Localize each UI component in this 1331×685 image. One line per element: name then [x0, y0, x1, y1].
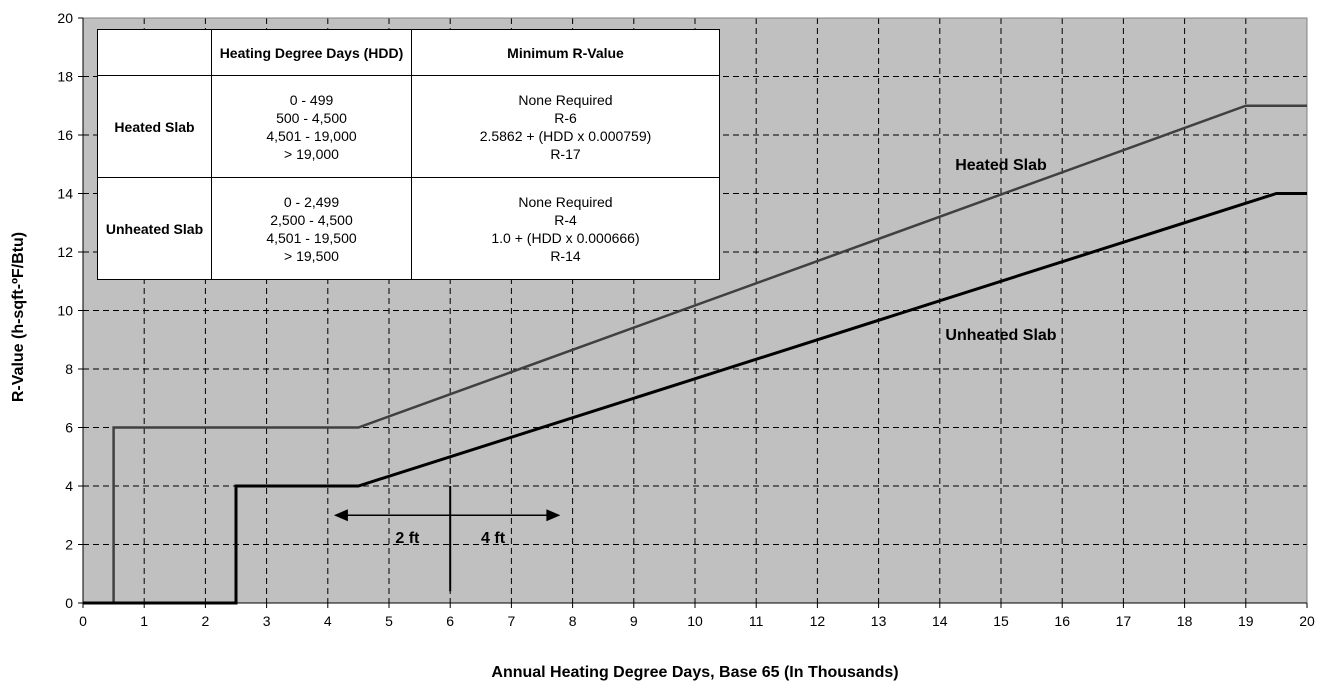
- row-label-heated: Heated Slab: [97, 75, 212, 178]
- hdd-cell: 0 - 499 500 - 4,500 4,501 - 19,000 > 19,…: [211, 75, 412, 178]
- requirements-table: Heating Degree Days (HDD) Minimum R-Valu…: [97, 29, 720, 280]
- y-tick-label: 0: [65, 595, 73, 611]
- y-tick-label: 16: [57, 127, 73, 143]
- x-tick-label: 10: [687, 613, 703, 629]
- table-row: Unheated Slab 0 - 2,499 2,500 - 4,500 4,…: [97, 177, 720, 280]
- hdd-range: 0 - 2,499: [283, 193, 340, 210]
- y-tick-label: 4: [65, 478, 73, 494]
- table-header-blank: [97, 29, 212, 76]
- x-tick-label: 5: [385, 613, 393, 629]
- x-tick-label: 3: [263, 613, 271, 629]
- x-tick-label: 19: [1238, 613, 1254, 629]
- y-tick-labels: 0 2 4 6 8 10 12 14 16 18 20: [57, 10, 73, 611]
- x-tick-label: 17: [1116, 613, 1132, 629]
- x-tick-label: 13: [871, 613, 887, 629]
- x-tick-labels: 0 1 2 3 4 5 6 7 8 9 10 11 12 13 14 15 16 17 18 19 20: [79, 613, 1315, 629]
- arrow-head-left: [333, 509, 348, 522]
- table-header-row: Heating Degree Days (HDD) Minimum R-Valu…: [97, 29, 720, 76]
- y-tick-label: 20: [57, 10, 73, 26]
- rvalue-entry: R-6: [554, 109, 577, 126]
- hdd-range: > 19,500: [284, 247, 339, 264]
- rvalue-entry: None Required: [518, 193, 613, 210]
- y-tick-label: 2: [65, 537, 73, 553]
- table-header-rvalue: Minimum R-Value: [411, 29, 720, 76]
- row-label-unheated: Unheated Slab: [97, 177, 212, 280]
- table-row: Heated Slab 0 - 499 500 - 4,500 4,501 - …: [97, 75, 720, 178]
- annotation-label-2ft: 2 ft: [395, 530, 420, 547]
- x-tick-label: 9: [630, 613, 638, 629]
- x-tick-label: 2: [202, 613, 210, 629]
- table-header-hdd: Heating Degree Days (HDD): [211, 29, 412, 76]
- series-label-heated: Heated Slab: [955, 157, 1047, 174]
- x-tick-label: 11: [749, 613, 764, 629]
- x-tick-label: 18: [1177, 613, 1193, 629]
- x-tick-label: 15: [993, 613, 1009, 629]
- x-tick-label: 14: [932, 613, 948, 629]
- rvalue-entry: None Required: [518, 91, 613, 108]
- series-lines: [83, 104, 1307, 605]
- y-tick-label: 8: [65, 361, 73, 377]
- y-tick-label: 6: [65, 420, 73, 436]
- rvalue-entry: R-17: [550, 145, 581, 162]
- arrow-head-right: [546, 509, 561, 522]
- hdd-range: 500 - 4,500: [276, 109, 347, 126]
- x-tick-label: 0: [79, 613, 87, 629]
- hdd-range: 0 - 499: [289, 91, 334, 108]
- x-tick-label: 6: [446, 613, 454, 629]
- rvalue-entry: R-14: [550, 247, 581, 264]
- rvalue-entry: 1.0 + (HDD x 0.000666): [491, 229, 640, 246]
- x-tick-label: 12: [810, 613, 826, 629]
- x-tick-label: 1: [140, 613, 148, 629]
- hdd-range: 2,500 - 4,500: [270, 211, 353, 228]
- x-tick-label: 4: [324, 613, 332, 629]
- hdd-cell: 0 - 2,499 2,500 - 4,500 4,501 - 19,500 >…: [211, 177, 412, 280]
- x-tick-label: 7: [508, 613, 516, 629]
- x-tick-label: 20: [1299, 613, 1315, 629]
- y-tick-label: 10: [57, 303, 73, 319]
- annotation-label-4ft: 4 ft: [481, 530, 506, 547]
- x-tick-label: 8: [569, 613, 577, 629]
- series-line-unheated: [83, 192, 1307, 605]
- series-label-unheated: Unheated Slab: [945, 327, 1056, 344]
- rvalue-cell: None Required R-4 1.0 + (HDD x 0.000666)…: [411, 177, 720, 280]
- x-tick-label: 16: [1054, 613, 1070, 629]
- annotations: [333, 486, 561, 592]
- y-tick-label: 18: [57, 69, 73, 85]
- axes: [78, 17, 1308, 608]
- rvalue-entry: 2.5862 + (HDD x 0.000759): [479, 127, 652, 144]
- hdd-range: > 19,000: [284, 145, 339, 162]
- y-tick-label: 14: [57, 186, 73, 202]
- hdd-range: 4,501 - 19,000: [266, 127, 357, 144]
- hdd-range: 4,501 - 19,500: [266, 229, 357, 246]
- rvalue-cell: None Required R-6 2.5862 + (HDD x 0.0007…: [411, 75, 720, 178]
- y-axis-title: R-Value (h-sqft-ºF/Btu): [10, 232, 27, 402]
- y-tick-label: 12: [57, 244, 73, 260]
- x-axis-title: Annual Heating Degree Days, Base 65 (In …: [491, 664, 898, 681]
- rvalue-entry: R-4: [554, 211, 577, 228]
